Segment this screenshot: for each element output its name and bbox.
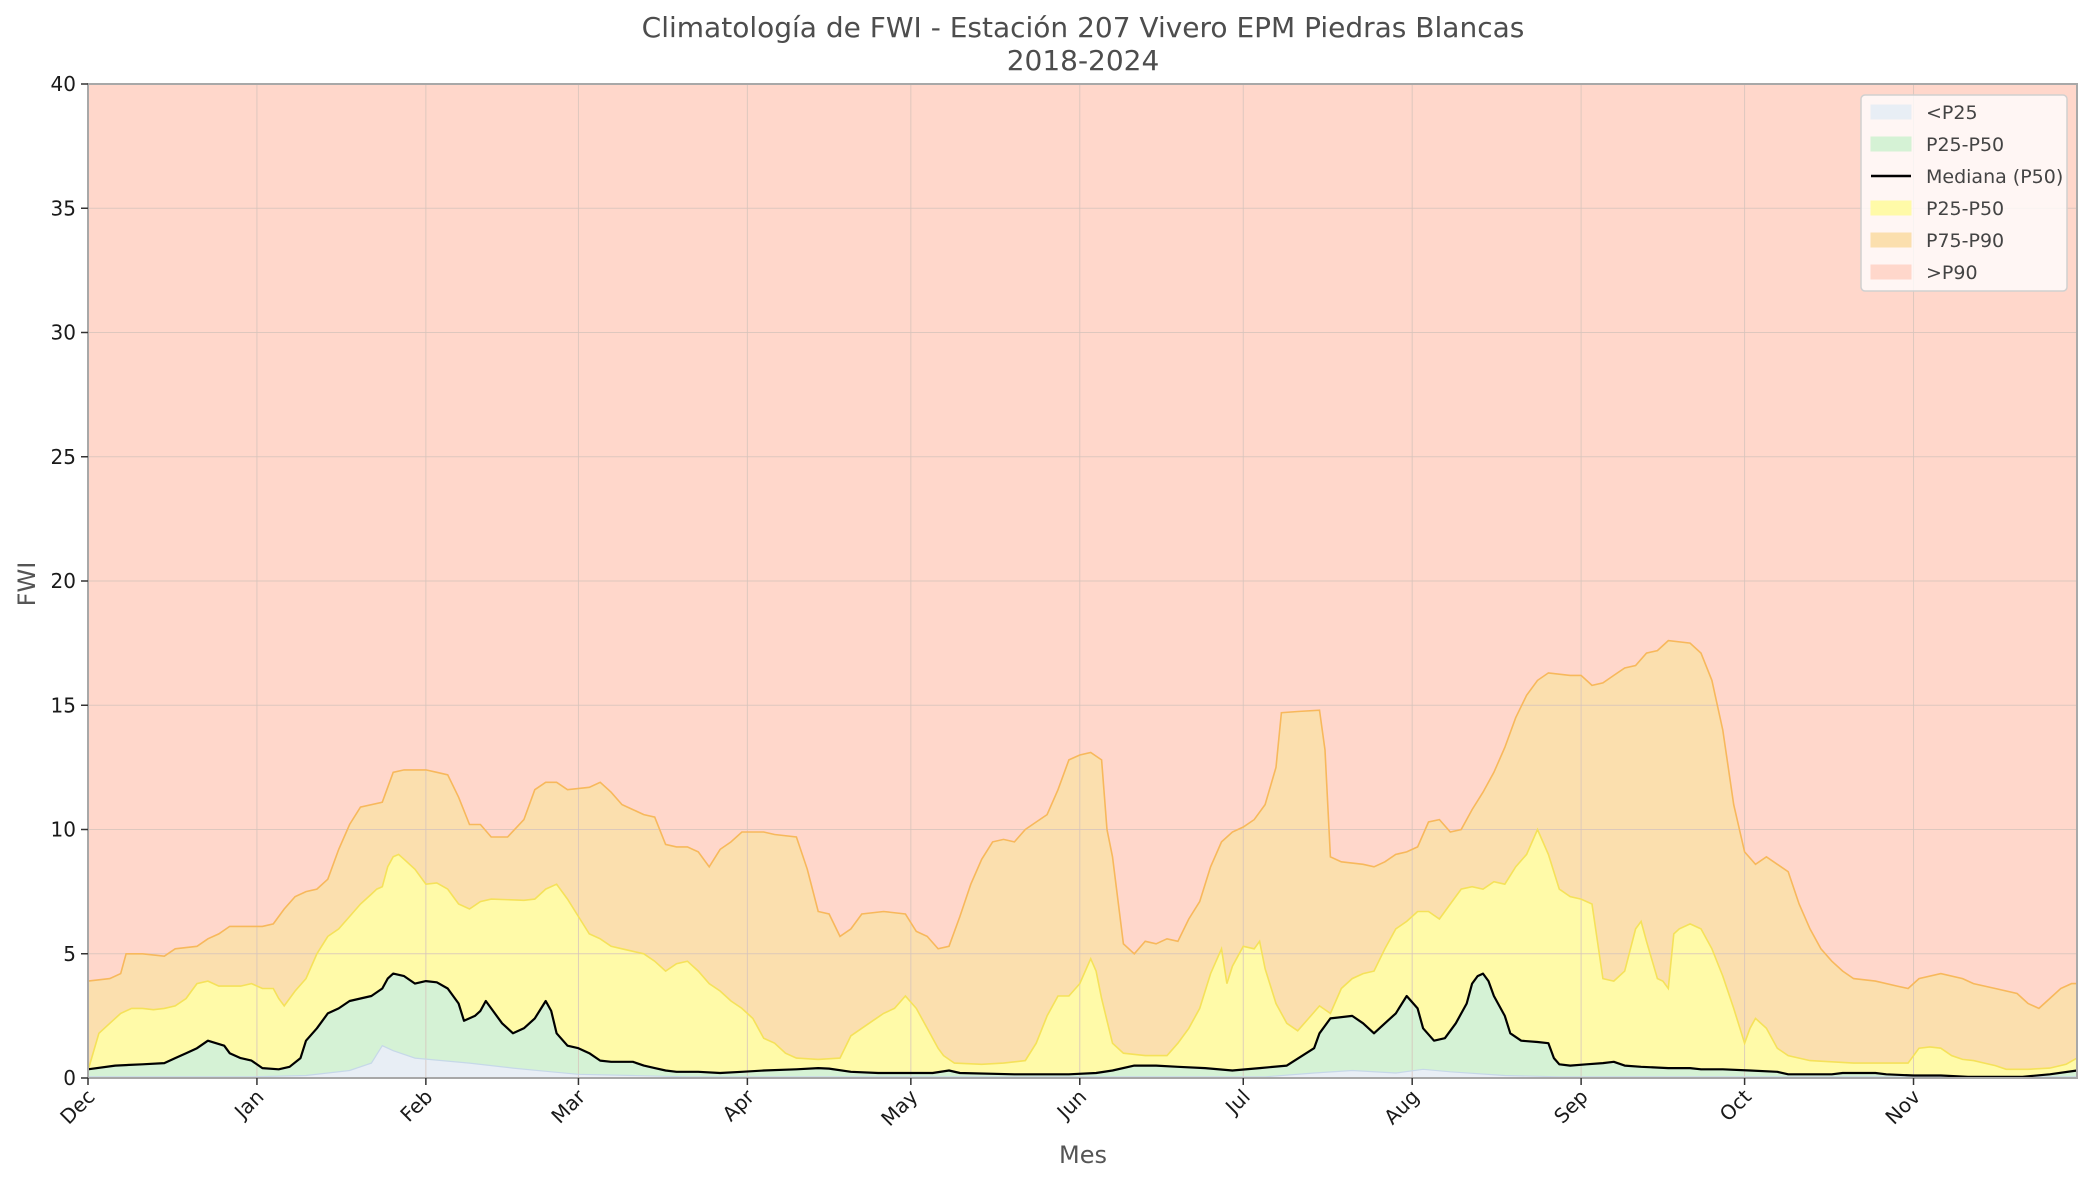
p75-line — [87, 827, 2078, 1071]
legend-label: Mediana (P50) — [1926, 166, 2063, 188]
y-tick-label: 5 — [63, 942, 76, 966]
y-tick-label: 10 — [51, 818, 76, 842]
y-axis-label: FWI — [13, 562, 41, 607]
x-tick-label: Jan — [228, 1085, 268, 1125]
x-tick-label: Aug — [1379, 1085, 1424, 1130]
x-tick-label: Oct — [1715, 1084, 1757, 1126]
x-tick-label: Mar — [546, 1084, 590, 1128]
legend-label: P25-P50 — [1926, 198, 2004, 220]
legend-swatch — [1870, 200, 1912, 216]
plot-area: 0 5 10 15 20 25 30 35 40 Dec Jan Feb Mar Apr May Jun Jul… — [51, 72, 2078, 1131]
legend-swatch — [1870, 136, 1912, 152]
y-tick-label: 20 — [51, 569, 76, 593]
x-tick-label: Nov — [1880, 1084, 1925, 1129]
legend-swatch — [1870, 104, 1912, 120]
median-line — [87, 972, 2078, 1078]
legend-box — [1860, 94, 2068, 292]
p90-line — [87, 639, 2078, 1059]
x-tick-label: Sep — [1549, 1085, 1593, 1129]
legend-label: P25-P50 — [1926, 134, 2004, 156]
x-axis-label: Mes — [1059, 1141, 1107, 1169]
y-tick-label: 30 — [51, 321, 76, 345]
chart-subtitle: 2018-2024 — [1007, 44, 1160, 77]
legend-label: <P25 — [1926, 102, 1978, 124]
x-tick-label: May — [876, 1084, 922, 1130]
legend-label: >P90 — [1926, 262, 1978, 284]
y-tick-label: 40 — [51, 72, 76, 96]
x-tick-label: Dec — [55, 1085, 99, 1129]
y-tick-label: 15 — [51, 693, 76, 717]
x-tick-label: Jul — [1219, 1085, 1254, 1120]
chart-title: Climatología de FWI - Estación 207 Viver… — [642, 11, 1525, 44]
legend-swatch — [1870, 232, 1912, 248]
x-tick-label: Apr — [717, 1084, 759, 1126]
y-tick-label: 25 — [51, 445, 76, 469]
p25-line — [88, 1044, 2077, 1078]
x-tick-label: Jun — [1051, 1085, 1091, 1125]
band-p50-p75 — [88, 829, 2077, 1078]
y-tick-label: 0 — [63, 1066, 76, 1090]
legend-swatch — [1870, 264, 1912, 280]
y-tick-label: 35 — [51, 196, 76, 220]
x-tick-label: Feb — [395, 1085, 437, 1127]
legend-label: P75-P90 — [1926, 230, 2004, 252]
